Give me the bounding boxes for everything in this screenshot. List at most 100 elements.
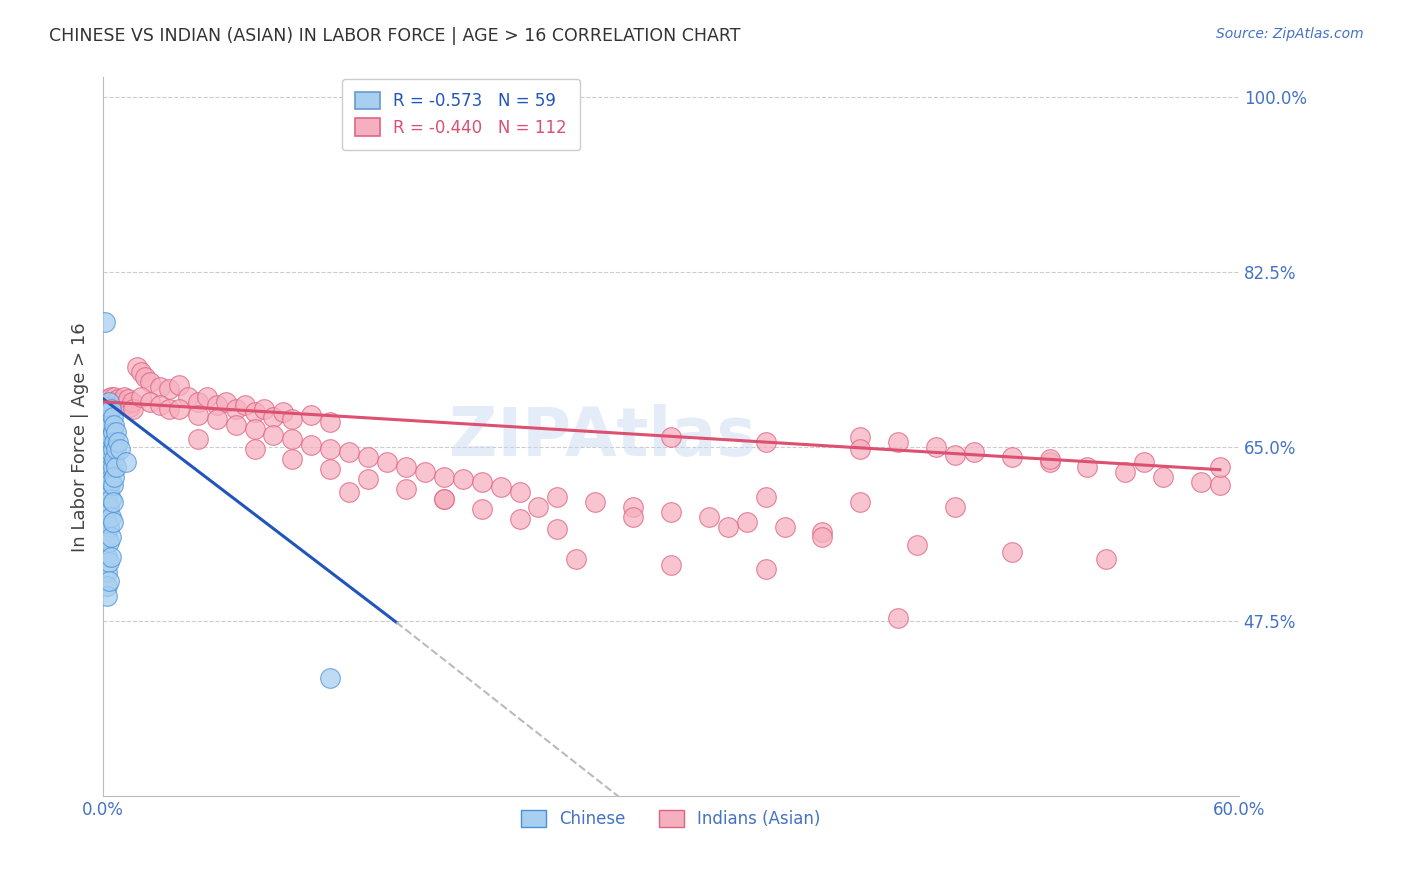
Point (243, 405, 266, 419)
Point (103, 469, 125, 483)
Point (271, 405, 294, 419)
Point (565, 551, 588, 566)
Point (157, 382, 180, 396)
Point (849, 442, 872, 456)
Point (489, 480, 512, 494)
Point (233, 398, 256, 412)
Point (319, 461, 342, 475)
Point (1209, 459, 1232, 474)
Point (105, 442, 128, 456)
Point (963, 444, 986, 458)
Point (121, 394, 143, 409)
Point (755, 561, 778, 575)
Point (118, 400, 141, 414)
Point (107, 434, 129, 449)
Point (357, 472, 380, 486)
Point (621, 509, 644, 524)
Point (122, 401, 145, 416)
Point (263, 409, 285, 424)
Point (471, 475, 494, 489)
Point (100, 475, 122, 489)
Point (205, 398, 228, 412)
Point (101, 515, 124, 529)
Point (94, 315, 117, 329)
Point (1379, 250, 1402, 264)
Point (395, 459, 418, 474)
Point (103, 390, 125, 404)
Text: Source: ZipAtlas.com: Source: ZipAtlas.com (1216, 27, 1364, 41)
Point (100, 459, 122, 474)
Point (527, 500, 550, 514)
Point (546, 490, 568, 504)
Text: ZIPAtlas: ZIPAtlas (450, 404, 756, 470)
Point (215, 394, 238, 409)
Point (96, 590, 118, 604)
Point (96, 415, 118, 429)
Point (105, 425, 128, 439)
Point (100, 444, 122, 458)
Y-axis label: In Labor Force | Age > 16: In Labor Force | Age > 16 (72, 322, 89, 551)
Point (134, 370, 156, 384)
Point (96, 409, 118, 424)
Point (319, 442, 342, 456)
Point (100, 430, 122, 444)
Point (97, 534, 120, 549)
Point (1038, 455, 1060, 469)
Point (755, 434, 778, 449)
Point (112, 390, 135, 404)
Point (433, 491, 456, 506)
Point (225, 417, 247, 432)
Point (755, 490, 778, 504)
Point (659, 558, 682, 572)
Point (97, 519, 120, 533)
Point (127, 359, 149, 374)
Point (1152, 469, 1174, 483)
Point (97, 430, 120, 444)
Point (281, 412, 304, 426)
Point (97, 500, 120, 514)
Point (1209, 477, 1232, 491)
Point (149, 398, 172, 412)
Point (925, 440, 948, 454)
Point (659, 430, 682, 444)
Point (101, 442, 124, 456)
Point (887, 611, 910, 625)
Point (149, 380, 172, 394)
Point (811, 524, 834, 539)
Point (101, 459, 124, 474)
Point (621, 500, 644, 514)
Point (101, 409, 124, 424)
Point (96, 400, 118, 414)
Point (97, 440, 120, 454)
Point (115, 397, 138, 411)
Point (101, 425, 124, 439)
Point (717, 519, 740, 533)
Point (451, 472, 474, 486)
Point (100, 390, 122, 404)
Point (96, 549, 118, 564)
Point (395, 482, 418, 496)
Point (100, 401, 122, 416)
Point (97, 484, 120, 499)
Point (243, 442, 266, 456)
Point (97, 405, 120, 419)
Point (811, 530, 834, 544)
Point (97, 469, 120, 483)
Point (509, 484, 531, 499)
Point (108, 442, 131, 456)
Point (96, 434, 118, 449)
Point (253, 401, 276, 416)
Point (97, 574, 120, 589)
Point (849, 494, 872, 508)
Point (97, 455, 120, 469)
Point (263, 427, 285, 442)
Point (167, 377, 190, 392)
Point (97, 394, 120, 409)
Point (943, 448, 966, 462)
Point (111, 394, 134, 409)
Point (735, 515, 758, 529)
Point (97, 555, 120, 569)
Text: CHINESE VS INDIAN (ASIAN) IN LABOR FORCE | AGE > 16 CORRELATION CHART: CHINESE VS INDIAN (ASIAN) IN LABOR FORCE… (49, 27, 741, 45)
Point (96, 579, 118, 593)
Point (509, 511, 531, 525)
